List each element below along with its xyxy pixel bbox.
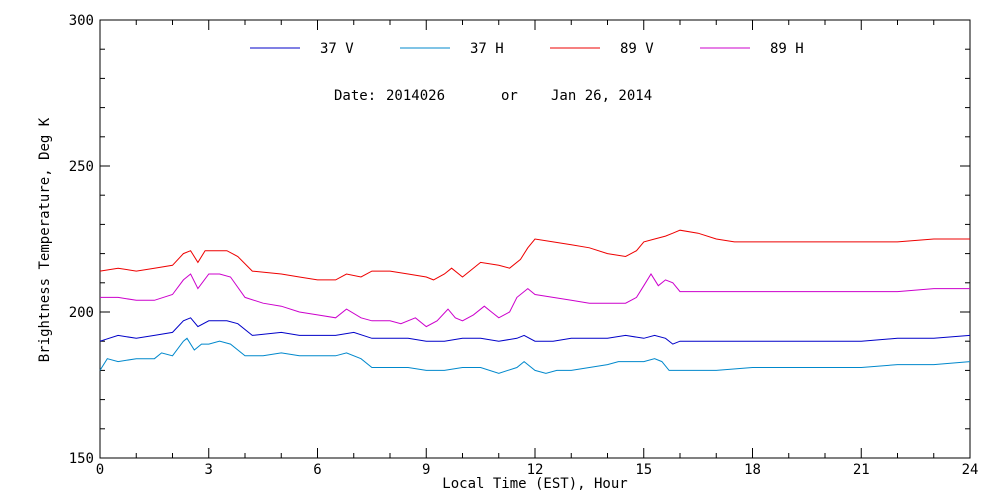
date-text: Jan 26, 2014 [551,88,652,104]
date-or: or [501,88,518,104]
y-axis-label: Brightness Temperature, Deg K [37,117,53,362]
x-tick-label: 3 [205,462,213,478]
date-prefix: Date: [334,88,376,104]
x-tick-label: 0 [96,462,104,478]
x-tick-label: 15 [635,462,652,478]
y-tick-label: 300 [69,13,94,29]
legend-label: 89 V [620,41,654,57]
x-tick-label: 9 [422,462,430,478]
series-line-37-v [99,317,971,345]
date-annotation: Date: 2014026 or Jan 26, 2014 [334,88,652,104]
axis-ticks: 0 3 6 9 12 15 18 21 24 150 200 250 300 [69,13,979,478]
y-tick-label: 200 [69,305,94,321]
legend: 37 V 37 H 89 V 89 H [250,41,804,57]
x-axis-label: Local Time (EST), Hour [442,476,627,492]
x-tick-label: 12 [527,462,544,478]
y-tick-label: 250 [69,159,94,175]
x-tick-label: 21 [853,462,870,478]
y-tick-label: 150 [69,451,94,467]
legend-label: 89 H [770,41,804,57]
legend-label: 37 H [470,41,504,57]
series-line-37-h [99,337,971,374]
legend-label: 37 V [320,41,354,57]
x-tick-label: 24 [962,462,979,478]
series-line-89-h [100,273,970,328]
series-lines [99,229,971,374]
x-tick-label: 6 [313,462,321,478]
x-tick-label: 18 [744,462,761,478]
series-line-89-v [99,229,970,281]
date-code: 2014026 [386,88,445,104]
